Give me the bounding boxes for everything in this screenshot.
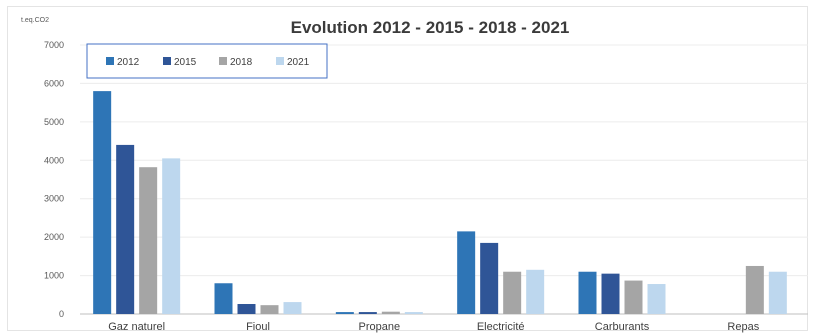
y-axis-unit-label: t.eq.CO2 [21, 17, 49, 24]
legend-swatch-2012 [106, 57, 114, 65]
bar-2015 [359, 312, 377, 314]
y-tick-label: 4000 [44, 155, 64, 165]
chart-title: Evolution 2012 - 2015 - 2018 - 2021 [291, 18, 570, 37]
legend-swatch-2018 [219, 57, 227, 65]
y-tick-label: 2000 [44, 232, 64, 242]
category-label: Carburants [595, 321, 650, 333]
category-label: Fioul [246, 321, 270, 333]
bar-2015 [602, 274, 620, 314]
legend-swatch-2021 [276, 57, 284, 65]
y-tick-label: 0 [59, 309, 64, 319]
bar-2018 [746, 266, 764, 314]
bar-2021 [526, 270, 544, 314]
bar-2021 [405, 312, 423, 314]
bar-2012 [336, 312, 354, 314]
bar-2012 [93, 91, 111, 314]
category-label: Propane [359, 321, 401, 333]
legend-label-2018: 2018 [230, 57, 253, 68]
bars [93, 91, 787, 314]
y-tick-label: 6000 [44, 78, 64, 88]
y-tick-label: 3000 [44, 194, 64, 204]
category-label: Gaz naturel [108, 321, 165, 333]
legend-label-2021: 2021 [287, 57, 310, 68]
legend-swatch-2015 [163, 57, 171, 65]
bar-2021 [648, 284, 666, 314]
bar-2012 [457, 231, 475, 314]
x-axis-categories: Gaz naturel Fioul Propane Electricité Carbur… [108, 321, 760, 333]
gridlines [80, 45, 808, 314]
bar-2021 [162, 158, 180, 314]
legend-label-2015: 2015 [174, 57, 197, 68]
y-axis-ticks: 0 1000 2000 3000 4000 5000 6000 7000 [44, 40, 64, 319]
bar-2018 [261, 305, 279, 314]
legend: 2012 2015 2018 2021 [87, 44, 327, 78]
bar-2018 [503, 272, 521, 314]
bar-2012 [215, 283, 233, 314]
bar-2018 [139, 167, 157, 314]
bar-2015 [480, 243, 498, 314]
bar-2012 [579, 272, 597, 314]
bar-2015 [238, 304, 256, 314]
bar-2021 [769, 272, 787, 314]
legend-label-2012: 2012 [117, 57, 140, 68]
category-label: Repas [727, 321, 759, 333]
bar-2015 [116, 145, 134, 314]
category-label: Electricité [477, 321, 525, 333]
bar-2018 [625, 281, 643, 314]
y-tick-label: 1000 [44, 271, 64, 281]
y-tick-label: 7000 [44, 40, 64, 50]
bar-2021 [284, 302, 302, 314]
y-tick-label: 5000 [44, 117, 64, 127]
bar-2018 [382, 312, 400, 314]
